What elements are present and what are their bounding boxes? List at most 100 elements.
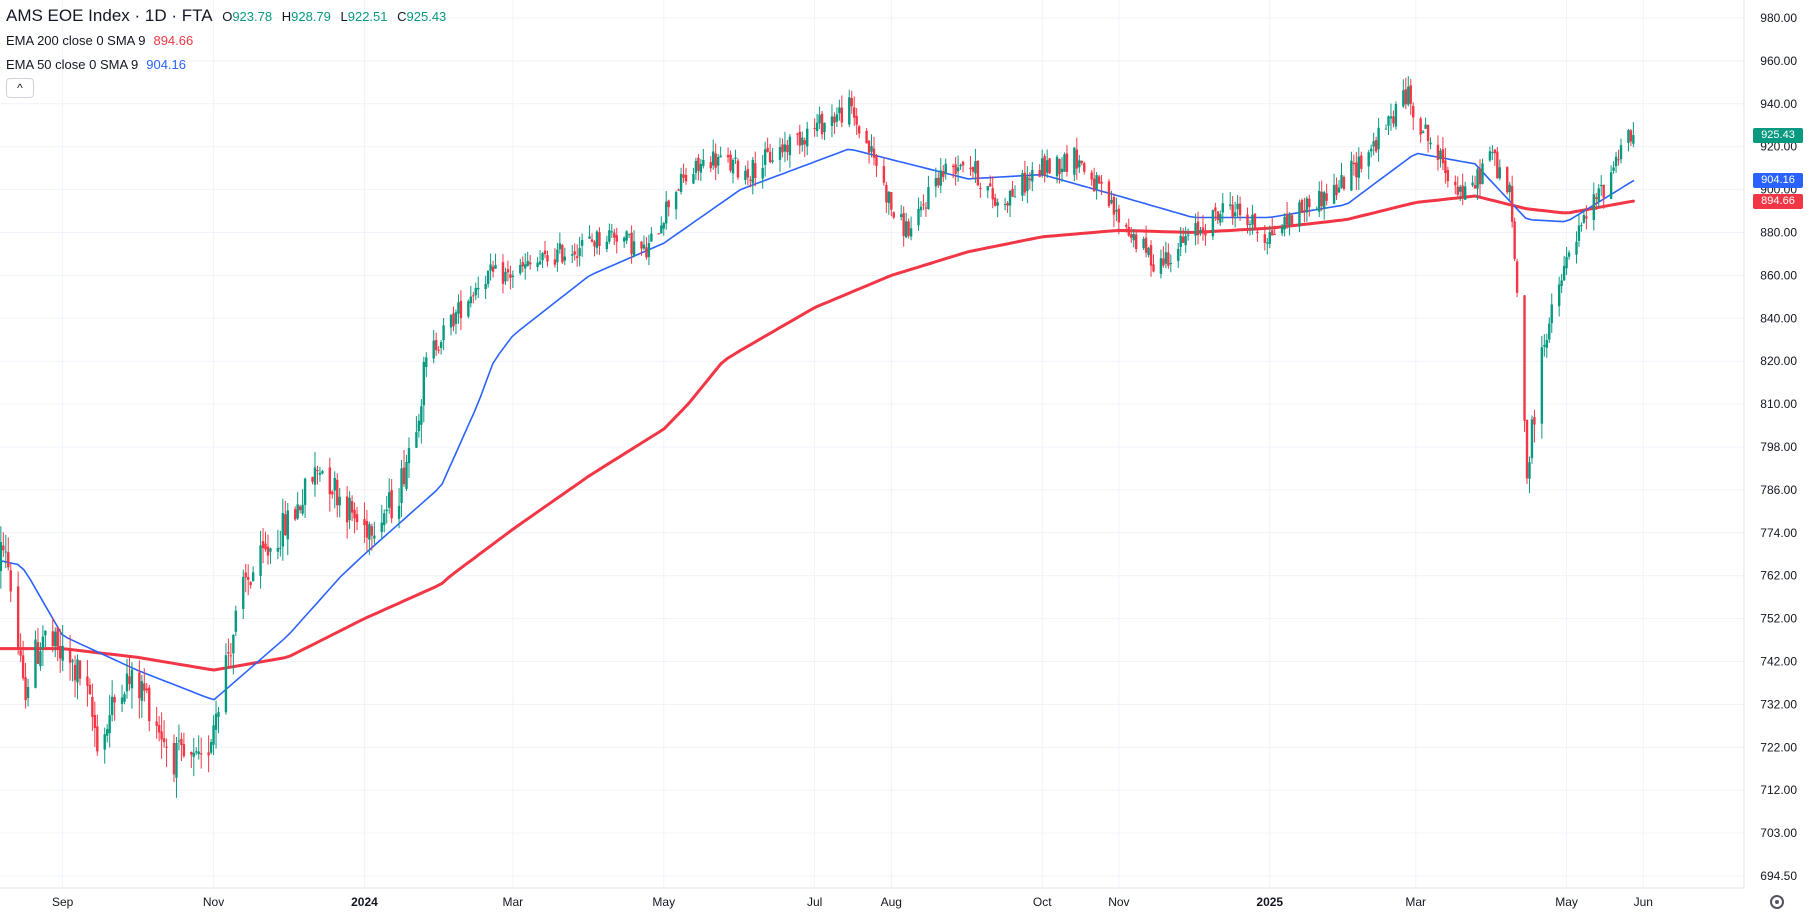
price-axis[interactable]: 980.00960.00940.00920.00900.00880.00860.… xyxy=(1743,0,1797,888)
candle-up xyxy=(909,216,913,241)
candle-down xyxy=(182,732,186,758)
candle-down xyxy=(16,571,20,655)
candle-down xyxy=(1510,175,1514,228)
candle-up xyxy=(54,627,57,658)
candle-down xyxy=(1196,211,1200,245)
candle-down xyxy=(1426,124,1430,153)
candle-down xyxy=(472,291,475,304)
candle-down xyxy=(68,635,72,681)
candle-down xyxy=(1409,78,1412,115)
candle-up xyxy=(1575,231,1578,264)
candle-down xyxy=(190,751,193,769)
candle-up xyxy=(1194,213,1197,246)
candle-up xyxy=(536,257,539,272)
candle-down xyxy=(266,534,270,565)
candle-down xyxy=(316,465,319,485)
candle-down xyxy=(942,165,945,183)
candle-down xyxy=(1238,196,1242,221)
candle-down xyxy=(1256,228,1259,242)
symbol-line: AMS EOE Index · 1D · FTA O923.78 H928.79… xyxy=(6,4,446,29)
candle-down xyxy=(1461,173,1464,206)
candle-up xyxy=(467,299,470,319)
candle-down xyxy=(24,662,27,709)
candle-up xyxy=(1221,193,1224,223)
candle-up xyxy=(1251,204,1254,235)
candle-up xyxy=(1402,79,1405,108)
candle-up xyxy=(815,113,819,137)
candle-up xyxy=(110,680,114,722)
candle-down xyxy=(1325,183,1328,206)
candle-up xyxy=(734,149,737,164)
candle-up xyxy=(1132,228,1135,248)
candle-down xyxy=(714,143,717,181)
candle-down xyxy=(59,629,62,673)
candle-down xyxy=(1303,197,1306,223)
candle-up xyxy=(1597,184,1600,208)
candle-down xyxy=(284,500,287,537)
candle-up xyxy=(1463,181,1467,201)
candle-down xyxy=(1152,254,1155,273)
candle-up xyxy=(783,131,787,163)
candle-up xyxy=(731,158,735,184)
candle-down xyxy=(991,176,994,209)
candle-up xyxy=(1612,161,1615,174)
candle-up xyxy=(1332,173,1336,205)
candle-down xyxy=(885,181,888,213)
candle-down xyxy=(553,248,557,268)
candle-down xyxy=(434,332,438,356)
candle-down xyxy=(766,137,769,153)
candle-down xyxy=(353,502,356,534)
candle-down xyxy=(640,241,643,256)
y-tick-label: 920.00 xyxy=(1760,140,1797,154)
candle-down xyxy=(162,720,166,748)
candle-up xyxy=(662,221,665,236)
candle-down xyxy=(1308,194,1311,217)
ema200-legend[interactable]: EMA 200 close 0 SMA 9 894.66 xyxy=(6,29,446,53)
candle-up xyxy=(580,233,584,257)
candle-up xyxy=(103,727,106,764)
candle-down xyxy=(615,227,618,254)
candle-down xyxy=(1506,166,1509,195)
candle-down xyxy=(390,479,393,524)
candle-up xyxy=(1377,118,1380,162)
candle-up xyxy=(106,724,109,743)
candle-up xyxy=(442,317,445,351)
candle-up xyxy=(432,329,435,364)
candle-down xyxy=(1290,213,1294,228)
candle-down xyxy=(803,137,806,158)
candle-down xyxy=(1134,229,1138,253)
candle-down xyxy=(820,111,824,140)
candle-down xyxy=(1496,146,1499,179)
candle-up xyxy=(251,566,255,582)
time-axis[interactable]: AugSepNov2024MarMayJulAugOctNov2025MarMa… xyxy=(0,887,1744,909)
candle-down xyxy=(833,112,836,135)
candle-down xyxy=(590,233,594,243)
candle-up xyxy=(1550,293,1553,333)
candle-down xyxy=(1090,170,1093,186)
ema50-legend[interactable]: EMA 50 close 0 SMA 9 904.16 xyxy=(6,53,446,77)
candle-up xyxy=(647,234,651,266)
x-tick-label: Mar xyxy=(1405,895,1426,909)
candle-up xyxy=(348,491,351,529)
candle-down xyxy=(796,132,799,146)
settings-gear-icon[interactable] xyxy=(1770,895,1784,909)
candle-down xyxy=(546,250,549,267)
x-tick-label: Jun xyxy=(1634,895,1653,909)
candle-up xyxy=(26,679,30,707)
candle-up xyxy=(76,654,79,700)
candle-down xyxy=(1441,137,1445,171)
candle-down xyxy=(1263,224,1267,251)
candle-down xyxy=(902,206,905,247)
candle-up xyxy=(944,158,947,180)
candle-down xyxy=(1130,226,1133,243)
candle-down xyxy=(172,734,176,783)
x-tick-label: Nov xyxy=(1108,895,1129,909)
candle-up xyxy=(605,235,609,253)
candle-down xyxy=(1204,223,1207,246)
collapse-legend-button[interactable]: ^ xyxy=(6,78,34,98)
candle-up xyxy=(578,236,581,267)
candle-down xyxy=(1144,225,1148,258)
candle-down xyxy=(1456,176,1459,199)
candle-up xyxy=(469,285,473,308)
